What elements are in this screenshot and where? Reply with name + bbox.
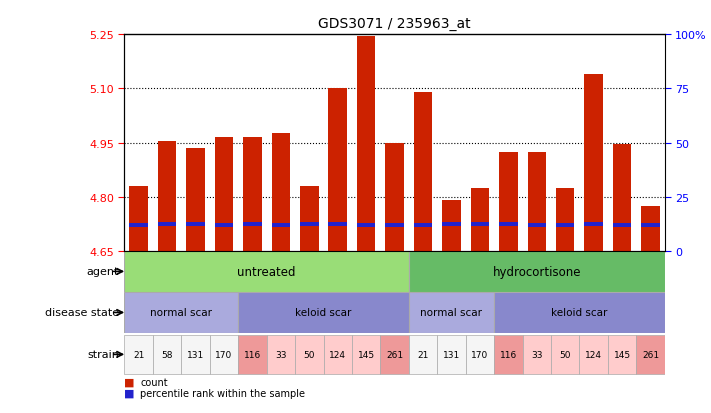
Text: 170: 170 xyxy=(215,350,232,359)
Bar xyxy=(466,335,494,374)
Bar xyxy=(528,224,546,228)
Bar xyxy=(243,223,262,227)
Bar xyxy=(641,206,660,251)
Text: GDS3071 / 235963_at: GDS3071 / 235963_at xyxy=(319,17,471,31)
Text: agent: agent xyxy=(87,267,119,277)
Text: 145: 145 xyxy=(614,350,631,359)
Text: 170: 170 xyxy=(471,350,488,359)
Bar xyxy=(471,223,489,227)
Text: normal scar: normal scar xyxy=(150,308,213,318)
Bar xyxy=(551,335,579,374)
Bar xyxy=(442,223,461,227)
Bar xyxy=(409,292,494,333)
Bar xyxy=(243,138,262,251)
Bar xyxy=(124,292,238,333)
Bar xyxy=(494,335,523,374)
Bar xyxy=(357,224,375,228)
Text: 116: 116 xyxy=(244,350,261,359)
Bar xyxy=(556,224,574,228)
Bar xyxy=(129,224,148,228)
Text: hydrocortisone: hydrocortisone xyxy=(493,265,581,278)
Bar xyxy=(181,335,210,374)
Text: 131: 131 xyxy=(187,350,204,359)
Bar xyxy=(584,223,603,227)
Text: untreated: untreated xyxy=(237,265,296,278)
Bar xyxy=(414,224,432,228)
Bar xyxy=(556,188,574,251)
Text: 116: 116 xyxy=(500,350,517,359)
Bar xyxy=(324,335,352,374)
Bar xyxy=(153,335,181,374)
Bar xyxy=(613,224,631,228)
Bar xyxy=(579,335,608,374)
Text: 33: 33 xyxy=(531,350,542,359)
Bar xyxy=(129,186,148,251)
Text: 21: 21 xyxy=(133,350,144,359)
Bar xyxy=(215,138,233,251)
Bar xyxy=(409,335,437,374)
Bar xyxy=(186,223,205,227)
Bar xyxy=(238,335,267,374)
Text: 21: 21 xyxy=(417,350,429,359)
Text: 58: 58 xyxy=(161,350,173,359)
Text: ■: ■ xyxy=(124,377,135,387)
Text: 145: 145 xyxy=(358,350,375,359)
Bar xyxy=(352,335,380,374)
Bar xyxy=(210,335,238,374)
Bar xyxy=(328,89,347,251)
Bar xyxy=(494,292,665,333)
Bar xyxy=(124,335,153,374)
Bar xyxy=(409,251,665,292)
Bar xyxy=(442,201,461,251)
Bar xyxy=(385,224,404,228)
Bar xyxy=(636,335,665,374)
Bar xyxy=(437,335,466,374)
Bar xyxy=(613,145,631,251)
Bar xyxy=(385,143,404,251)
Text: count: count xyxy=(140,377,168,387)
Text: keloid scar: keloid scar xyxy=(551,308,608,318)
Text: 124: 124 xyxy=(585,350,602,359)
Text: strain: strain xyxy=(87,349,119,359)
Bar xyxy=(528,152,546,251)
Bar xyxy=(499,223,518,227)
Bar xyxy=(584,75,603,251)
Bar xyxy=(158,141,176,251)
Text: normal scar: normal scar xyxy=(420,308,483,318)
Bar xyxy=(300,223,319,227)
Text: 124: 124 xyxy=(329,350,346,359)
Text: 261: 261 xyxy=(642,350,659,359)
Bar xyxy=(215,224,233,228)
Text: 33: 33 xyxy=(275,350,287,359)
Text: percentile rank within the sample: percentile rank within the sample xyxy=(140,388,305,398)
Text: 261: 261 xyxy=(386,350,403,359)
Bar xyxy=(414,93,432,251)
Text: 50: 50 xyxy=(560,350,571,359)
Text: keloid scar: keloid scar xyxy=(295,308,352,318)
Bar xyxy=(641,224,660,228)
Bar xyxy=(295,335,324,374)
Bar xyxy=(267,335,295,374)
Text: 131: 131 xyxy=(443,350,460,359)
Bar xyxy=(523,335,551,374)
Text: disease state: disease state xyxy=(45,308,119,318)
Bar xyxy=(124,251,409,292)
Bar xyxy=(608,335,636,374)
Text: 50: 50 xyxy=(304,350,315,359)
Bar xyxy=(186,149,205,251)
Bar xyxy=(272,134,290,251)
Bar xyxy=(357,37,375,251)
Bar xyxy=(499,152,518,251)
Bar xyxy=(471,188,489,251)
Bar xyxy=(272,224,290,228)
Text: ■: ■ xyxy=(124,388,135,398)
Bar xyxy=(300,186,319,251)
Bar xyxy=(328,223,347,227)
Bar xyxy=(238,292,409,333)
Bar xyxy=(380,335,409,374)
Bar xyxy=(158,223,176,227)
